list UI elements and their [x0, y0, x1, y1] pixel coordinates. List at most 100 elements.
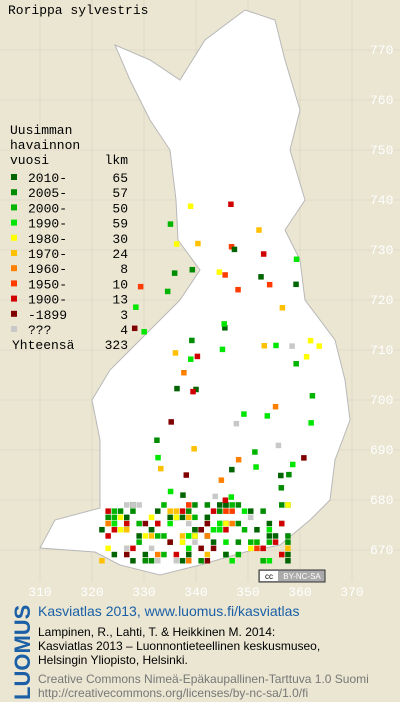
obs: [111, 520, 118, 527]
obs: [194, 353, 201, 360]
obs: [222, 325, 228, 331]
obs: [186, 502, 192, 508]
obs: [173, 514, 180, 521]
obs: [167, 508, 173, 514]
obs: [241, 411, 247, 417]
obs: [171, 270, 178, 276]
obs: [186, 545, 192, 552]
legend-count: 13: [112, 293, 128, 308]
obs: [192, 533, 198, 539]
obs: [229, 466, 235, 473]
obs: [167, 221, 174, 227]
obs: [261, 342, 268, 349]
obs: [148, 514, 155, 521]
obs: [286, 471, 292, 478]
y-label: 690: [370, 443, 393, 458]
obs: [285, 545, 291, 552]
legend-count: 50: [112, 201, 128, 216]
obs: [111, 508, 118, 514]
legend-col: lkm: [105, 153, 129, 168]
obs: [174, 385, 180, 392]
obs: [233, 420, 240, 427]
obs: [142, 558, 149, 564]
obs: [133, 304, 139, 310]
obs: [192, 539, 198, 545]
y-label: 680: [370, 493, 393, 508]
obs: [111, 514, 118, 521]
legend-swatch: [11, 174, 17, 180]
obs: [186, 551, 192, 558]
legend-count: 24: [112, 247, 128, 262]
obs: [161, 502, 167, 508]
obs: [235, 539, 242, 545]
obs: [186, 508, 192, 514]
obs: [272, 539, 279, 545]
obs: [266, 281, 273, 288]
obs: [256, 227, 262, 233]
obs: [266, 533, 273, 539]
obs: [168, 419, 174, 425]
x-label: 310: [28, 585, 51, 600]
legend-count: 59: [112, 217, 128, 232]
observations: [99, 201, 322, 564]
obs: [190, 388, 196, 395]
citation: Helsingin Yliopisto, Helsinki.: [38, 653, 188, 667]
obs: [173, 551, 180, 558]
x-label: 340: [184, 585, 207, 600]
legend-count: 65: [112, 171, 128, 186]
license: http://creativecommons.org/licenses/by-n…: [38, 686, 308, 700]
y-label: 750: [370, 143, 393, 158]
obs: [223, 520, 229, 527]
obs: [275, 442, 282, 449]
obs: [235, 286, 241, 293]
obs: [189, 266, 196, 273]
obs: [173, 508, 180, 514]
obs: [278, 485, 285, 491]
obs: [216, 269, 223, 275]
obs: [254, 527, 260, 533]
obs: [222, 272, 228, 278]
obs: [180, 492, 186, 498]
obs: [229, 558, 235, 564]
obs: [117, 514, 124, 521]
obs: [130, 508, 136, 514]
obs: [173, 558, 180, 564]
obs: [183, 472, 190, 478]
legend-heading: Uusimman: [10, 123, 72, 138]
obs: [204, 502, 211, 508]
obs: [266, 527, 273, 533]
legend-swatch: [11, 310, 17, 317]
obs: [195, 240, 201, 247]
axis-labels: 310 320 330 340 350 360 3707707607507407307207…: [28, 43, 393, 600]
legend-swatch: [11, 219, 17, 226]
obs: [229, 520, 235, 527]
obs: [231, 246, 238, 253]
obs: [241, 527, 248, 533]
obs: [254, 545, 260, 552]
obs: [223, 527, 229, 533]
obs: [136, 533, 142, 539]
obs: [167, 539, 173, 545]
obs: [204, 514, 211, 521]
obs: [179, 539, 186, 545]
obs: [219, 346, 226, 353]
obs: [293, 361, 299, 367]
legend-swatch: [11, 234, 17, 241]
obs: [260, 558, 266, 564]
obs: [285, 558, 291, 564]
y-label: 670: [370, 543, 393, 558]
obs: [229, 502, 235, 508]
obs: [212, 493, 218, 500]
obs: [204, 558, 211, 564]
obs: [99, 527, 105, 533]
obs: [217, 520, 223, 527]
obs: [181, 369, 187, 376]
obs: [204, 551, 211, 558]
y-label: 740: [370, 193, 393, 208]
legend-swatch: [11, 326, 17, 332]
legend-swatch: [11, 295, 17, 302]
y-label: 760: [370, 93, 393, 108]
obs: [124, 502, 130, 508]
obs: [260, 545, 266, 552]
